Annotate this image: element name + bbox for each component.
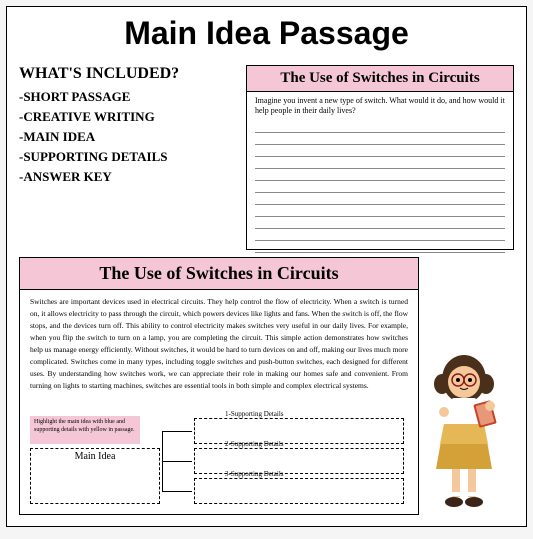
writing-card-title: The Use of Switches in Circuits (247, 66, 513, 92)
included-item: -SHORT PASSAGE (19, 89, 239, 105)
connector-line (162, 491, 192, 492)
student-character-icon (414, 344, 514, 514)
connector-line (162, 431, 192, 432)
passage-text: Switches are important devices used in e… (20, 290, 418, 398)
writing-line (255, 121, 505, 133)
writing-line (255, 157, 505, 169)
supporting-detail-box-3 (194, 478, 404, 504)
writing-prompt: Imagine you invent a new type of switch.… (247, 92, 513, 121)
highlight-instruction: Highlight the main idea with blue and su… (30, 416, 140, 444)
creative-writing-card: The Use of Switches in Circuits Imagine … (246, 65, 514, 250)
included-item: -CREATIVE WRITING (19, 109, 239, 125)
writing-line (255, 169, 505, 181)
included-header: WHAT'S INCLUDED? (19, 65, 239, 83)
writing-line (255, 145, 505, 157)
supporting-label-3: 3-Supporting Details (225, 470, 325, 478)
writing-line (255, 217, 505, 229)
writing-line (255, 133, 505, 145)
writing-lines-area (247, 121, 513, 253)
main-idea-box: Main Idea (30, 448, 160, 504)
passage-card-title: The Use of Switches in Circuits (20, 258, 418, 290)
supporting-label-2: 2-Supporting Details (225, 440, 325, 448)
connector-line (162, 461, 192, 462)
main-title: Main Idea Passage (7, 7, 526, 56)
included-section: WHAT'S INCLUDED? -SHORT PASSAGE -CREATIV… (19, 65, 239, 189)
writing-line (255, 193, 505, 205)
passage-card: The Use of Switches in Circuits Switches… (19, 257, 419, 515)
writing-line (255, 181, 505, 193)
writing-line (255, 229, 505, 241)
writing-line (255, 205, 505, 217)
main-idea-label: Main Idea (31, 449, 159, 462)
included-item: -ANSWER KEY (19, 169, 239, 185)
included-item: -MAIN IDEA (19, 129, 239, 145)
supporting-label-1: 1-Supporting Details (225, 410, 325, 418)
worksheet-container: Main Idea Passage WHAT'S INCLUDED? -SHOR… (6, 6, 527, 527)
included-item: -SUPPORTING DETAILS (19, 149, 239, 165)
writing-line (255, 241, 505, 253)
graphic-organizer: Highlight the main idea with blue and su… (30, 416, 408, 508)
